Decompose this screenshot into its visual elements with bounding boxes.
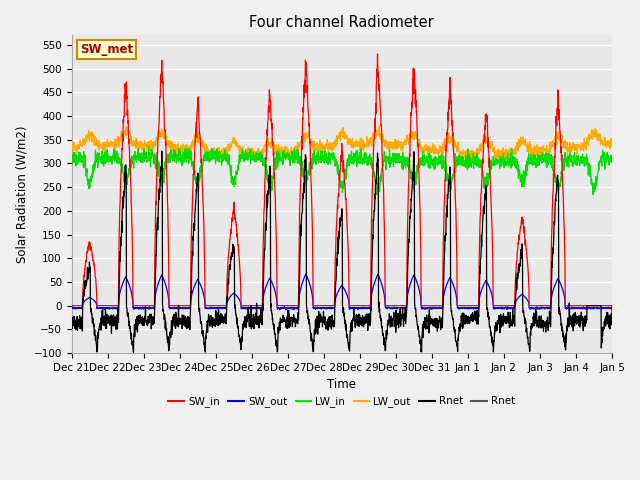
SW_in [357, 303, 365, 309]
LW_in [358, 152, 365, 157]
SW_out [370, 283, 378, 289]
LW_in [561, 162, 568, 168]
SW_in [68, 303, 76, 309]
Title: Four channel Radiometer: Four channel Radiometer [250, 15, 434, 30]
Rnet [130, 349, 138, 355]
SW_out [68, 305, 76, 311]
Line: LW_out: LW_out [72, 126, 612, 164]
SW_in [608, 303, 616, 309]
Rnet [358, 320, 365, 326]
SW_out [302, 271, 310, 277]
LW_in [145, 144, 152, 149]
LW_in [608, 154, 616, 160]
Line: Rnet: Rnet [72, 151, 612, 352]
LW_out [493, 161, 500, 167]
SW_out [358, 305, 365, 311]
LW_out [499, 150, 507, 156]
LW_in [369, 169, 377, 175]
Line: SW_out: SW_out [72, 274, 612, 310]
LW_out [218, 151, 226, 157]
SW_out [576, 304, 584, 310]
LW_out [576, 144, 584, 149]
SW_in [561, 240, 568, 245]
SW_in [374, 51, 381, 57]
SW_out [218, 306, 226, 312]
SW_in [218, 303, 226, 309]
LW_out [561, 142, 568, 148]
Y-axis label: Solar Radiation (W/m2): Solar Radiation (W/m2) [15, 125, 28, 263]
X-axis label: Time: Time [327, 378, 356, 391]
SW_in [499, 303, 507, 309]
Rnet [499, 321, 507, 327]
Rnet [370, 218, 378, 224]
SW_out [276, 307, 284, 312]
LW_in [576, 161, 584, 167]
SW_out [608, 305, 616, 311]
Rnet [608, 303, 616, 309]
LW_out [608, 138, 616, 144]
LW_in [219, 155, 227, 161]
LW_out [68, 148, 76, 154]
Rnet [561, 343, 568, 349]
Line: SW_in: SW_in [72, 54, 612, 306]
Rnet [576, 324, 584, 330]
Rnet [68, 317, 76, 323]
LW_in [68, 164, 76, 169]
Legend: SW_in, SW_out, LW_in, LW_out, Rnet, Rnet: SW_in, SW_out, LW_in, LW_out, Rnet, Rnet [164, 392, 520, 411]
SW_in [369, 162, 377, 168]
LW_out [369, 134, 377, 140]
Text: SW_met: SW_met [80, 43, 133, 56]
LW_in [499, 156, 507, 161]
Rnet [158, 148, 166, 154]
LW_out [376, 123, 383, 129]
SW_in [576, 303, 584, 309]
LW_in [373, 192, 381, 198]
SW_out [499, 305, 507, 311]
LW_out [357, 142, 365, 147]
SW_out [561, 296, 568, 301]
Line: LW_in: LW_in [72, 146, 612, 195]
Rnet [219, 320, 227, 325]
